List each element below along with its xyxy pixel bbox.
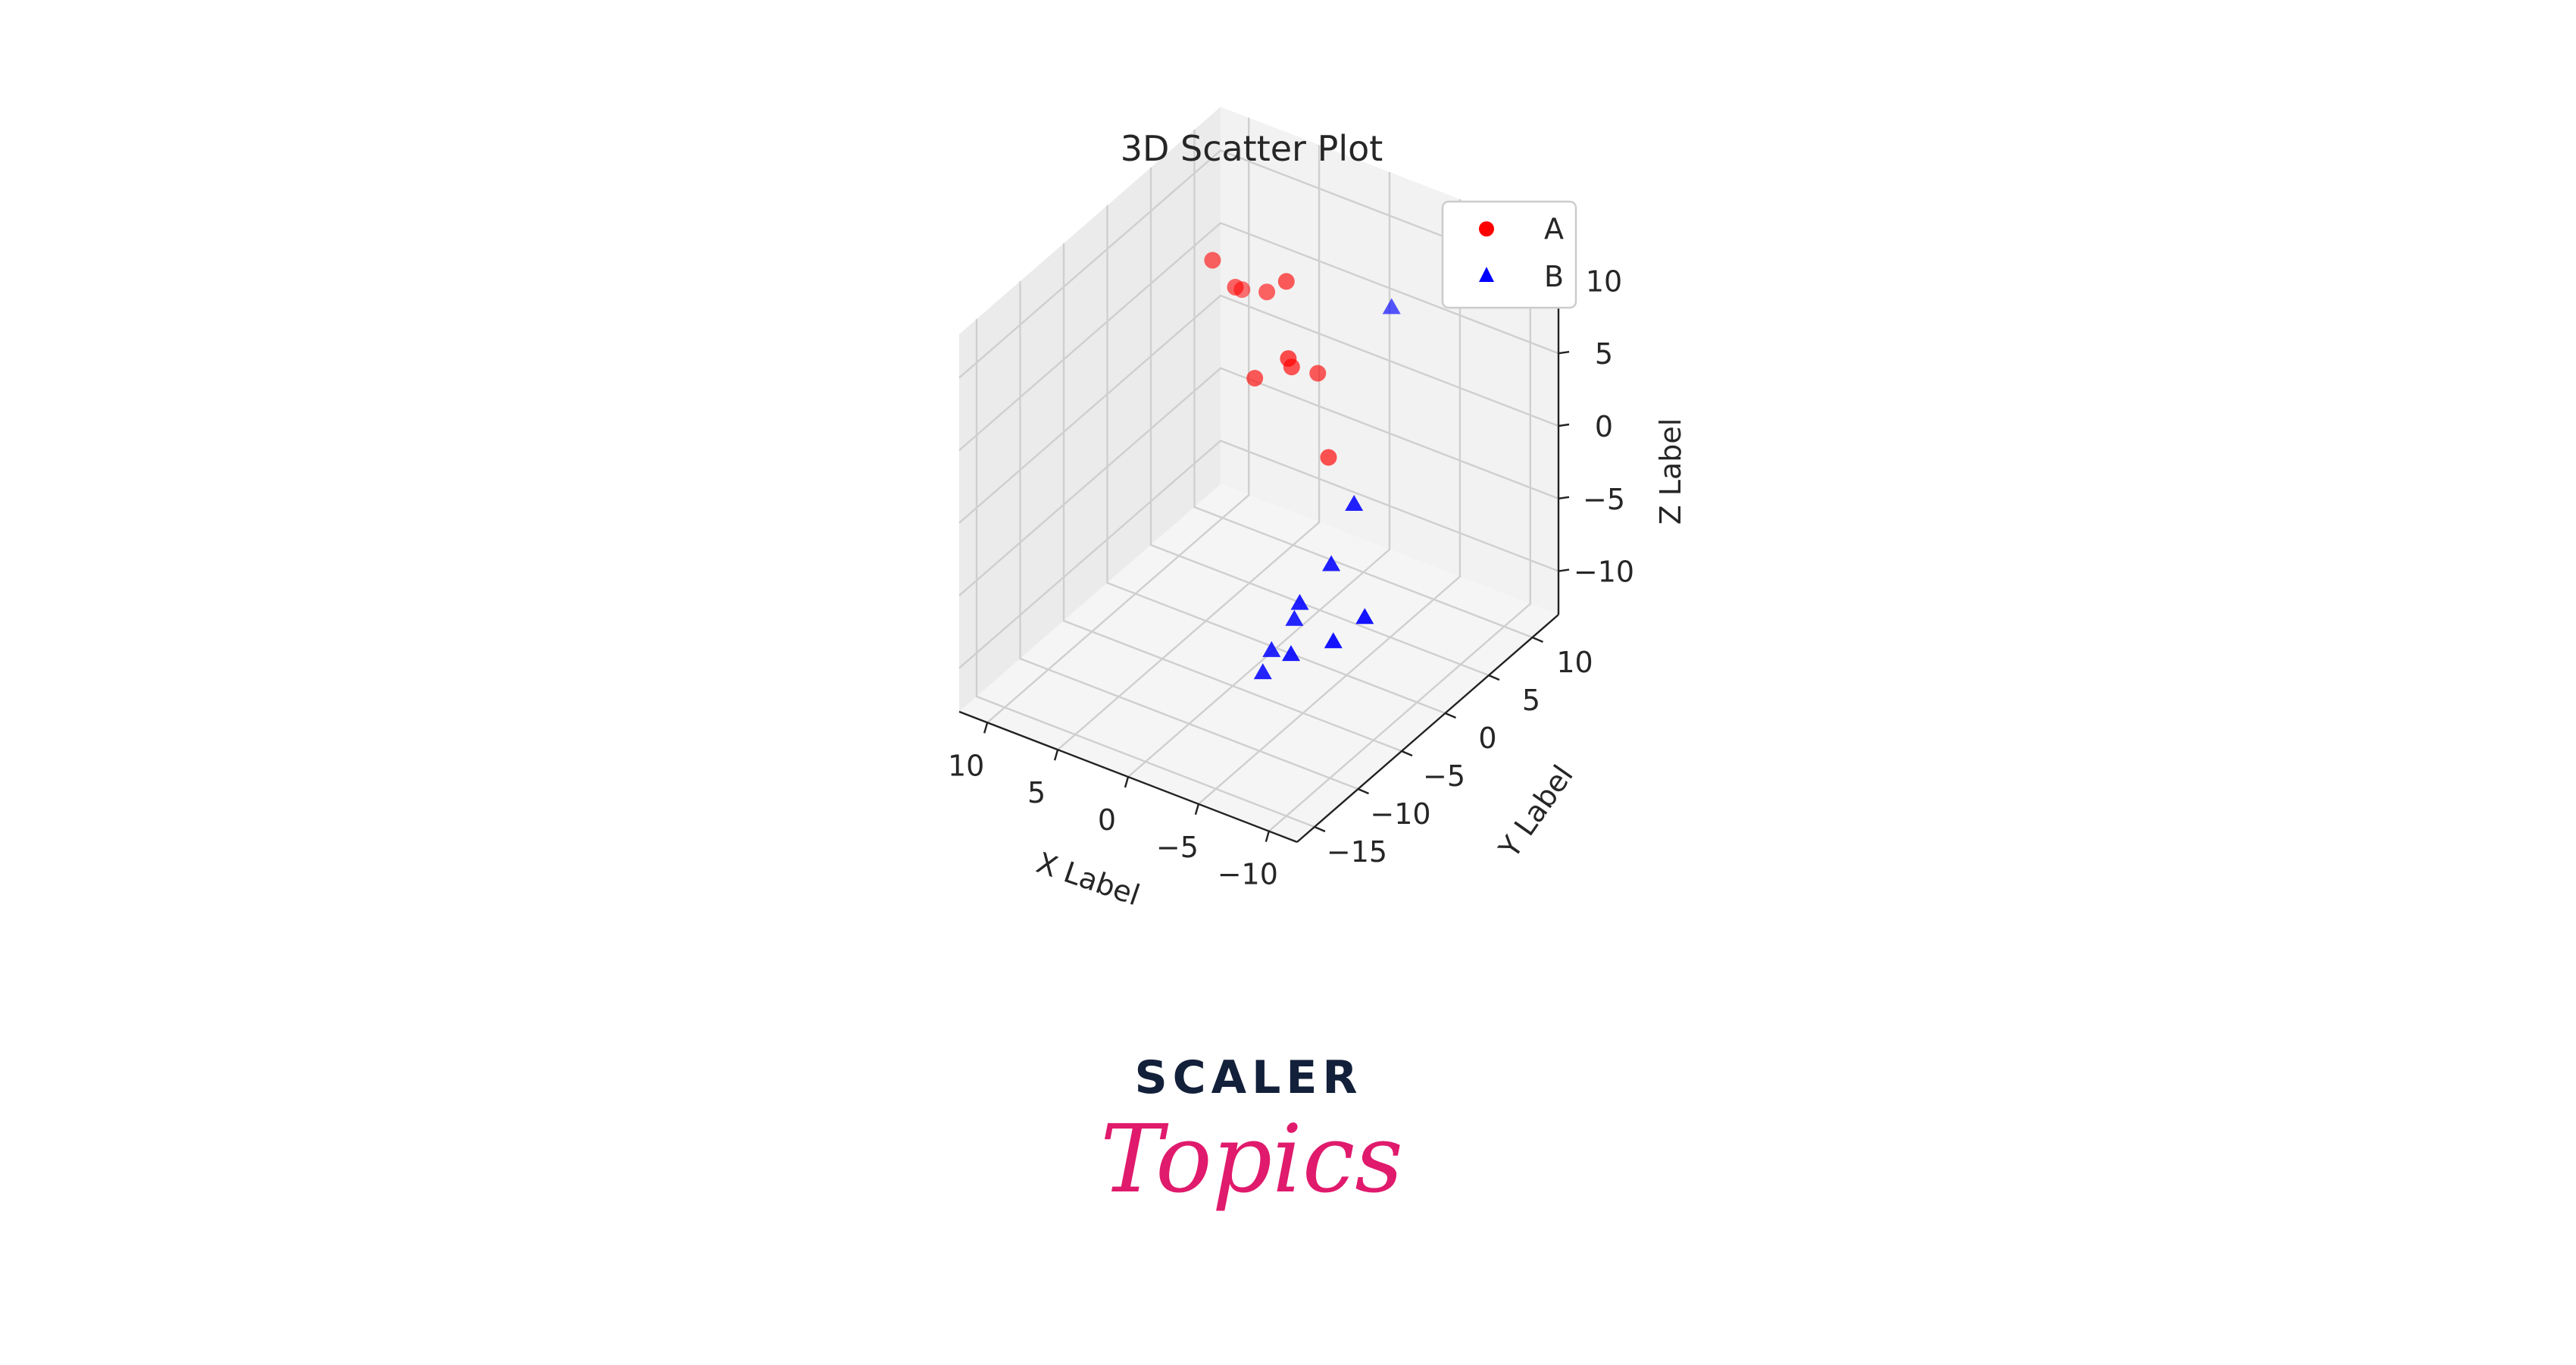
logo-topics: Topics [1100,1105,1403,1214]
y-tick-mark-1 [1358,787,1369,795]
point-a-3 [1246,370,1264,387]
point-a-9 [1320,449,1337,466]
y-tick-mark-4 [1488,674,1500,681]
point-b-3 [1285,609,1304,626]
gridline-y-2 [1062,243,1402,753]
x-tick-label-4: 10 [948,749,984,782]
z-tick-label-3: 5 [1595,337,1613,371]
z-tick-label-2: 0 [1595,410,1613,443]
point-b-2 [1282,645,1300,662]
gridline-x-2 [1127,172,1391,778]
y-tick-label-4: 5 [1522,684,1540,717]
x-tick-label-2: 0 [1098,803,1116,837]
z-tick-label-0: −10 [1574,556,1634,589]
legend-marker-b [1479,267,1494,282]
z-tick-mark-2 [1558,423,1570,427]
gridline-x-0 [1268,226,1532,832]
chart-points [1204,252,1401,680]
x-axis-label: X Label [1033,846,1144,912]
point-a-7 [1309,365,1327,382]
point-b-7 [1355,608,1374,625]
gridline-y-5 [1193,130,1533,639]
legend-label-b: B [1544,260,1564,293]
y-tick-label-0: −15 [1327,835,1387,869]
x-tick-mark-3 [1053,749,1059,761]
point-a-2 [1277,273,1295,290]
y-tick-label-1: −10 [1370,797,1430,831]
legend-frame [1441,200,1577,309]
point-b-6 [1382,298,1401,315]
y-tick-mark-5 [1532,636,1543,643]
logo-scaler: SCALER [1134,1051,1362,1104]
x-tick-label-3: 5 [1027,776,1046,809]
y-tick-mark-3 [1445,712,1456,719]
z-tick-mark-3 [1558,351,1570,355]
z-tick-label-4: 10 [1586,265,1622,298]
legend-marker-a [1479,221,1494,236]
chart-title: 3D Scatter Plot [1121,128,1383,169]
gridline-x-1 [1198,199,1462,805]
point-b-4 [1322,555,1341,571]
z-tick-mark-0 [1558,568,1570,572]
gridline-z-3 [958,221,1559,452]
point-b-0 [1324,632,1343,649]
y-tick-label-3: 0 [1478,722,1496,755]
x-tick-label-1: −5 [1156,831,1199,864]
y-tick-mark-0 [1314,825,1326,833]
y-axis-label: Y Label [1492,759,1580,864]
x-tick-mark-2 [1124,776,1130,788]
point-b-9 [1253,663,1272,680]
y-tick-mark-2 [1401,750,1413,757]
y-axis-line [1296,614,1559,843]
gridline-y-0 [975,319,1315,828]
point-a-1 [1283,358,1300,376]
gridline-z-0 [958,440,1559,669]
gridline-x-3 [1057,145,1321,751]
point-a-8 [1204,252,1221,269]
gridline-z-2 [958,294,1559,524]
point-b-5 [1262,640,1281,657]
z-tick-mark-1 [1558,496,1570,499]
y-tick-label-2: −5 [1423,759,1465,793]
z-axis-label: Z Label [1654,418,1687,525]
point-a-6 [1233,281,1251,299]
point-b-8 [1290,593,1309,610]
gridline-y-3 [1106,205,1446,715]
logo: SCALER Topics [1100,1051,1403,1214]
point-b-1 [1345,495,1364,511]
x-tick-mark-1 [1194,803,1200,816]
z-tick-label-1: −5 [1583,483,1625,516]
legend: A B [1441,200,1577,309]
gridline-y-4 [1149,167,1490,677]
x-tick-mark-0 [1265,831,1270,842]
gridline-z-1 [958,367,1559,596]
gridline-y-1 [1019,281,1358,791]
point-a-5 [1258,283,1276,301]
x-tick-label-0: −10 [1218,858,1278,891]
y-tick-label-5: 10 [1556,646,1593,679]
gridline-x-4 [986,117,1250,724]
x-tick-mark-4 [983,722,989,734]
legend-label-a: A [1544,212,1564,246]
